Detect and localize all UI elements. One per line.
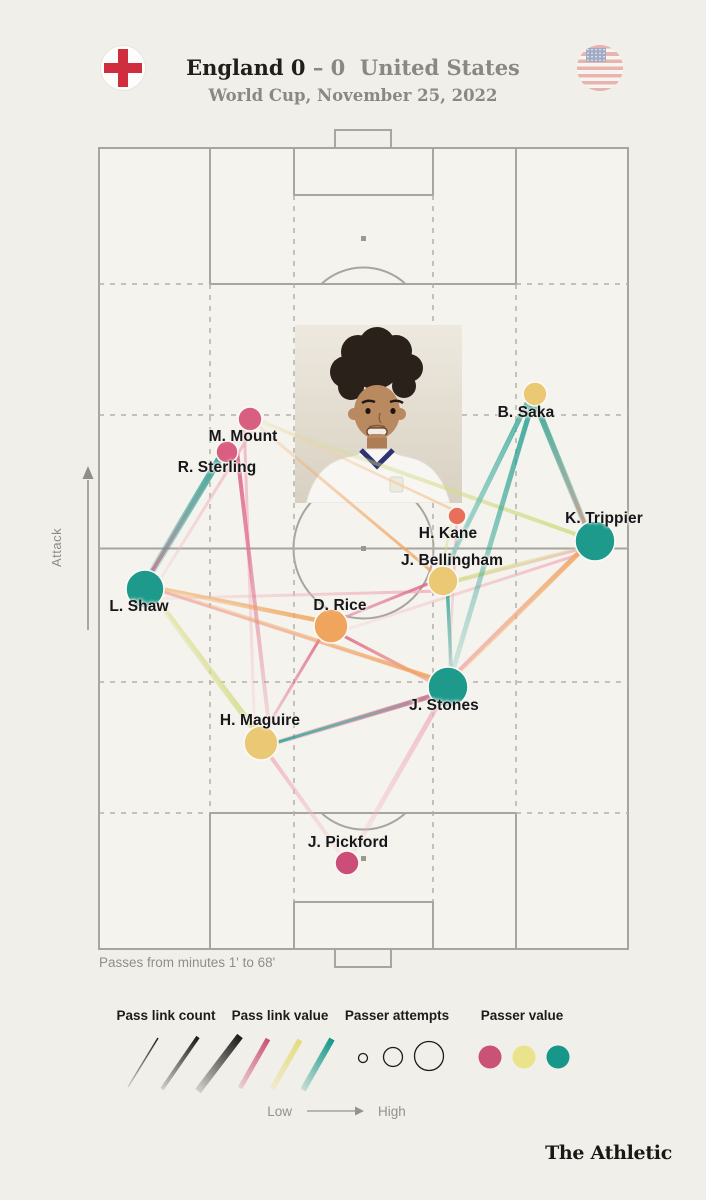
pass-link-rice-bellingham [328, 576, 444, 625]
player-nodes-layer [125, 381, 616, 876]
player-label-pickford: J. Pickford [307, 834, 389, 851]
legend-attempts-swatch [357, 1040, 445, 1072]
legend-value-label: Passer value [480, 1008, 564, 1023]
player-node-mount [237, 406, 263, 432]
pass-link-trippier-saka [529, 392, 596, 546]
player-node-kane [447, 506, 467, 526]
match-header: England 0 – 0 United States World Cup, N… [0, 0, 706, 120]
attack-arrow [82, 466, 94, 630]
player-node-rice [313, 608, 349, 644]
pitch [98, 129, 629, 968]
usa-flag-icon [577, 45, 623, 91]
player-label-rice: D. Rice [313, 597, 367, 614]
player-node-maguire [243, 725, 279, 761]
pass-link-stones-saka [445, 391, 538, 690]
away-team-score: 0 United States [330, 55, 520, 80]
player-node-sterling [215, 440, 239, 464]
pass-link-shaw-stones [144, 583, 452, 686]
legend-link-value-swatch [237, 1037, 335, 1092]
pass-link-maguire-rice [256, 622, 330, 743]
score-separator: – [312, 55, 324, 80]
player-label-bellingham: J. Bellingham [400, 552, 504, 569]
low-high-arrow [307, 1106, 364, 1116]
bottom-goal-area [293, 901, 434, 950]
pass-link-shaw-mount [150, 421, 259, 595]
legend-low-label: Low [267, 1104, 292, 1119]
top-penalty-arc [320, 266, 407, 285]
player-label-mount: M. Mount [208, 428, 278, 445]
legend-high-label: High [378, 1104, 406, 1119]
brand-wordmark: The Athletic [545, 1142, 672, 1164]
match-title: England 0 – 0 United States [0, 55, 706, 80]
pass-link-saka-bellingham [438, 391, 534, 582]
legend-link-count-label: Pass link count [116, 1008, 216, 1023]
top-goal [334, 129, 392, 149]
top-goal-area [293, 147, 434, 196]
legend-link-count-swatch [127, 1033, 243, 1094]
pass-link-trippier-bellingham [441, 541, 598, 586]
attack-label: Attack [49, 527, 64, 567]
pass-link-mount-trippier [248, 417, 597, 543]
pass-link-mount-bellingham [248, 417, 445, 583]
player-node-bellingham [427, 565, 459, 597]
pass-link-pickford-maguire [259, 741, 349, 865]
player-label-kane: H. Kane [418, 525, 478, 542]
player-label-saka: B. Saka [497, 404, 555, 421]
pass-link-maguire-sterling [234, 448, 273, 744]
pass-link-stones-maguire [260, 689, 451, 749]
home-team-score: England 0 [186, 55, 306, 80]
pass-link-pickford-stones [344, 684, 451, 866]
player-node-pickford [334, 850, 360, 876]
pass-link-rice-trippier [331, 547, 599, 636]
player-node-saka [522, 381, 548, 407]
player-node-shaw [125, 569, 165, 609]
player-photo [295, 325, 462, 503]
caption: Passes from minutes 1' to 68' [99, 955, 276, 970]
legend-link-value-label: Pass link value [231, 1008, 329, 1023]
legend-attempts-label: Passer attempts [344, 1008, 450, 1023]
pass-link-shaw-sterling [138, 446, 228, 591]
bottom-goal [334, 948, 392, 968]
player-label-maguire: H. Maguire [219, 712, 301, 729]
player-label-sterling: R. Sterling [177, 459, 257, 476]
pass-link-maguire-mount [242, 417, 257, 745]
legend-value-swatch [478, 1045, 570, 1069]
player-node-trippier [574, 520, 616, 562]
pitch-grid-dashed [99, 195, 628, 902]
match-subtitle: World Cup, November 25, 2022 [208, 86, 498, 105]
pass-link-shaw-rice [143, 583, 334, 626]
player-node-stones [427, 666, 469, 708]
pass-link-stones-rice [328, 627, 449, 692]
player-label-stones: J. Stones [409, 697, 479, 714]
pass-link-shaw-maguire [144, 584, 267, 745]
pass-link-stones-trippier [443, 536, 596, 688]
player-label-shaw: L. Shaw [109, 598, 169, 615]
england-flag-icon [100, 45, 146, 91]
player-label-trippier: K. Trippier [565, 510, 643, 527]
